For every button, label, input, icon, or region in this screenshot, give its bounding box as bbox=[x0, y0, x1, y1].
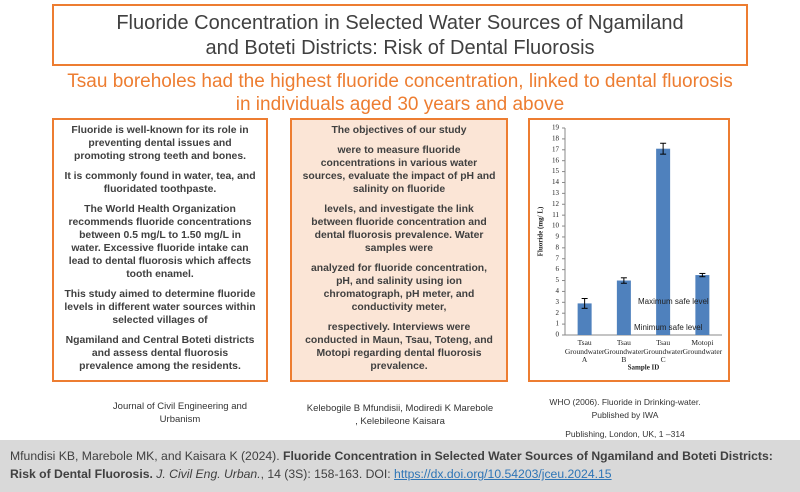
paragraph: respectively. Interviews were conducted … bbox=[305, 322, 493, 372]
annotation: Minimum safe level bbox=[634, 323, 703, 332]
y-tick-label: 19 bbox=[552, 124, 560, 132]
y-axis-label: Fluoride (mg/ L) bbox=[537, 206, 545, 256]
intro-panel: Fluoride is well-known for its role in p… bbox=[52, 118, 268, 382]
annotation: Maximum safe level bbox=[638, 297, 709, 306]
bar bbox=[616, 280, 631, 335]
bar bbox=[695, 275, 710, 335]
who-ref: WHO (2006). Fluoride in Drinking-water. … bbox=[535, 396, 715, 441]
y-tick-label: 16 bbox=[552, 156, 560, 164]
error-bar bbox=[660, 142, 667, 155]
citation: Mfundisi KB, Marebole MK, and Kaisara K … bbox=[0, 440, 800, 492]
y-tick-label: 1 bbox=[556, 320, 560, 328]
cite-details: , 14 (3S): 158-163. DOI: bbox=[260, 467, 395, 481]
y-tick-label: 0 bbox=[556, 331, 560, 339]
methods-panel: The objectives of our study were to meas… bbox=[290, 118, 508, 382]
y-tick-label: 12 bbox=[552, 200, 560, 208]
x-tick-label: Tsau Groundwater A bbox=[564, 338, 605, 364]
y-tick-label: 8 bbox=[556, 243, 560, 251]
y-tick-label: 15 bbox=[552, 167, 560, 175]
paragraph: analyzed for fluoride concentration, pH,… bbox=[310, 263, 488, 313]
error-bar bbox=[581, 298, 588, 309]
paragraph: It is commonly found in water, tea, and … bbox=[64, 171, 256, 195]
journal-ref: Journal of Civil Engineering and Urbanis… bbox=[112, 401, 248, 425]
error-bar bbox=[699, 272, 706, 278]
paragraph: This study aimed to determine fluoride l… bbox=[64, 289, 256, 326]
doi-link[interactable]: https://dx.doi.org/10.54203/jceu.2024.15 bbox=[394, 467, 612, 481]
y-tick-label: 11 bbox=[552, 211, 559, 219]
paragraph: Fluoride is well-known for its role in p… bbox=[71, 125, 249, 162]
x-tick-label: Motopi Groundwater bbox=[682, 338, 723, 356]
paragraph: The World Health Organization recommends… bbox=[68, 204, 252, 280]
x-axis-label: Sample ID bbox=[628, 364, 660, 372]
paragraph: Ngamiland and Central Boteti districts a… bbox=[65, 335, 255, 372]
key-finding: Tsau boreholes had the highest fluoride … bbox=[67, 71, 733, 115]
y-tick-label: 6 bbox=[556, 265, 560, 273]
y-tick-label: 18 bbox=[552, 135, 560, 143]
cite-authors: Mfundisi KB, Marebole MK, and Kaisara K … bbox=[10, 449, 283, 463]
y-tick-label: 5 bbox=[556, 276, 560, 284]
bar bbox=[656, 148, 671, 335]
x-tick-label: Tsau Groundwater C bbox=[643, 338, 683, 364]
y-tick-label: 14 bbox=[552, 178, 560, 186]
cite-title: Fluoride Concentration in Selected Water… bbox=[10, 449, 773, 481]
y-tick-label: 17 bbox=[552, 145, 560, 153]
y-tick-label: 2 bbox=[556, 309, 560, 317]
y-tick-label: 10 bbox=[552, 222, 560, 230]
ref-line: WHO (2006). Fluoride in Drinking-water. bbox=[549, 397, 701, 407]
bar bbox=[577, 303, 592, 335]
y-tick-label: 13 bbox=[552, 189, 560, 197]
y-tick-label: 7 bbox=[556, 254, 560, 262]
cite-journal: J. Civil Eng. Urban. bbox=[156, 467, 261, 481]
y-tick-label: 9 bbox=[556, 233, 560, 241]
title: Fluoride Concentration in Selected Water… bbox=[52, 4, 748, 66]
paragraph: levels, and investigate the link between… bbox=[311, 204, 487, 254]
x-tick-label: Tsau Groundwater B bbox=[604, 338, 644, 364]
chart-panel: 0 1 2 3 4 5 6 7 8 9 10 11 12 13 14 15 16 17 18 19 Fluoride (… bbox=[528, 118, 730, 382]
error-bar bbox=[620, 277, 627, 284]
paragraph: The objectives of our study bbox=[331, 125, 467, 136]
authors-ref: Kelebogile B Mfundisii, Modiredi K Mareb… bbox=[306, 403, 494, 427]
ref-line: Published by IWA bbox=[591, 410, 659, 420]
paragraph: were to measure fluoride concentrations … bbox=[302, 145, 496, 195]
y-tick-label: 4 bbox=[556, 287, 560, 295]
y-tick-label: 3 bbox=[556, 298, 560, 306]
ref-line: Publishing, London, UK, 1 –314 bbox=[565, 429, 685, 439]
